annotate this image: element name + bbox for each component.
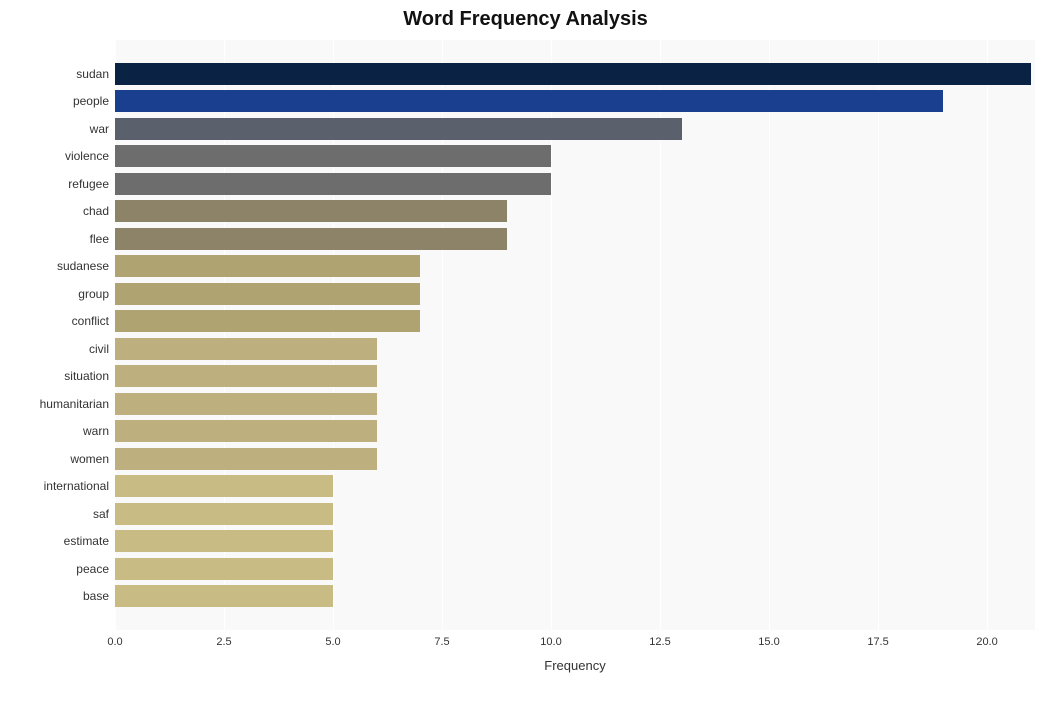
bar xyxy=(115,365,377,387)
y-tick-label: war xyxy=(90,122,109,136)
chart-title: Word Frequency Analysis xyxy=(0,8,1051,31)
x-tick-label: 17.5 xyxy=(867,636,888,648)
y-tick-label: humanitarian xyxy=(40,397,109,411)
bars-group xyxy=(115,40,1035,630)
bar xyxy=(115,145,551,167)
bar xyxy=(115,420,377,442)
x-tick-label: 7.5 xyxy=(434,636,449,648)
bar xyxy=(115,255,420,277)
x-tick-labels: 0.02.55.07.510.012.515.017.520.0 xyxy=(115,636,1035,656)
bar xyxy=(115,63,1031,85)
x-tick-label: 2.5 xyxy=(216,636,231,648)
x-axis-label: Frequency xyxy=(115,658,1035,673)
bar xyxy=(115,173,551,195)
chart-container: Word Frequency Analysis sudan people war vi… xyxy=(0,0,1051,701)
y-tick-label: estimate xyxy=(64,534,109,548)
x-tick-label: 10.0 xyxy=(540,636,561,648)
bar xyxy=(115,530,333,552)
y-tick-label: base xyxy=(83,589,109,603)
y-tick-label: flee xyxy=(90,232,109,246)
bar xyxy=(115,448,377,470)
bar xyxy=(115,338,377,360)
y-tick-label: people xyxy=(73,94,109,108)
bar xyxy=(115,228,507,250)
y-tick-label: situation xyxy=(64,369,109,383)
y-tick-label: sudan xyxy=(76,67,109,81)
y-tick-label: chad xyxy=(83,204,109,218)
bar xyxy=(115,585,333,607)
bar xyxy=(115,475,333,497)
y-tick-label: international xyxy=(44,479,109,493)
x-tick-label: 15.0 xyxy=(758,636,779,648)
bar xyxy=(115,558,333,580)
bar xyxy=(115,503,333,525)
bar xyxy=(115,283,420,305)
bar xyxy=(115,200,507,222)
x-tick-label: 20.0 xyxy=(976,636,997,648)
y-tick-label: warn xyxy=(83,424,109,438)
y-tick-label: violence xyxy=(65,149,109,163)
y-tick-label: refugee xyxy=(68,177,109,191)
y-tick-label: civil xyxy=(89,342,109,356)
x-tick-label: 0.0 xyxy=(107,636,122,648)
bar xyxy=(115,393,377,415)
x-tick-label: 5.0 xyxy=(325,636,340,648)
y-tick-label: sudanese xyxy=(57,259,109,273)
bar xyxy=(115,118,682,140)
y-tick-labels: sudan people war violence refugee chad flee sud… xyxy=(0,40,115,630)
y-tick-label: peace xyxy=(76,562,109,576)
y-tick-label: group xyxy=(78,287,109,301)
bar xyxy=(115,90,943,112)
y-tick-label: conflict xyxy=(72,314,109,328)
bar xyxy=(115,310,420,332)
plot-area xyxy=(115,40,1035,630)
y-tick-label: saf xyxy=(93,507,109,521)
x-tick-label: 12.5 xyxy=(649,636,670,648)
y-tick-label: women xyxy=(70,452,109,466)
